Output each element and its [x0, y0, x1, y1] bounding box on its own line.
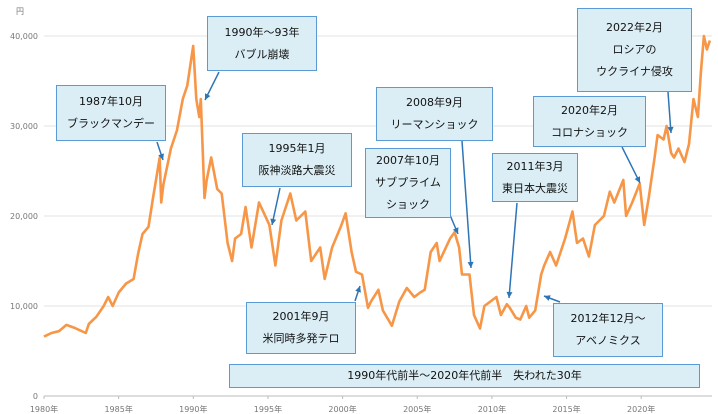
annotation-lehman: 2008年9月 リーマンショック	[376, 87, 493, 141]
annotation-bubble-collapse: 1990年～93年 バブル崩壊	[207, 16, 317, 71]
x-tick-label: 1980年	[30, 404, 58, 414]
annotation-line: 2022年2月	[606, 21, 663, 34]
annotation-line: アベノミクス	[575, 334, 641, 347]
annotation-line: 1990年～93年	[224, 25, 300, 39]
annotation-line: バブル崩壊	[234, 47, 290, 61]
annotation-line: 2020年2月	[561, 103, 618, 117]
x-tick-label: 2015年	[552, 404, 580, 414]
annotation-arrow	[621, 146, 641, 184]
arrowhead-icon	[544, 295, 551, 301]
annotation-ukraine: 2022年2月 ロシアの ウクライナ侵攻	[577, 8, 692, 92]
annotation-line: ショック	[386, 198, 430, 211]
arrowhead-icon	[634, 176, 640, 183]
annotation-black-monday: 1987年10月 ブラックマンデー	[56, 85, 166, 141]
x-tick-label: 1990年	[179, 404, 207, 414]
y-tick-label: 40,000	[10, 32, 38, 41]
annotation-line: 2012年12月～	[570, 312, 646, 325]
annotation-lost-30-years: 1990年代前半～2020年代前半 失われた30年	[229, 364, 700, 388]
y-tick-label: 20,000	[10, 212, 38, 221]
annotation-subprime: 2007年10月 サブプライム ショック	[365, 148, 451, 218]
arrowhead-icon	[355, 286, 361, 293]
annotation-line: 2007年10月	[376, 154, 440, 167]
x-tick-label: 2005年	[403, 404, 431, 414]
annotation-arrow	[461, 140, 472, 269]
annotation-line: 1990年代前半～2020年代前半 失われた30年	[347, 369, 582, 382]
annotation-arrow	[508, 202, 518, 299]
y-tick-label: 30,000	[10, 122, 38, 131]
arrowhead-icon	[506, 291, 513, 298]
arrowhead-icon	[158, 153, 164, 160]
annotation-line: ウクライナ侵攻	[596, 65, 673, 78]
annotation-line: 阪神淡路大震災	[258, 164, 336, 177]
x-tick-label: 2010年	[478, 404, 506, 414]
y-tick-label: 10,000	[10, 302, 38, 311]
y-tick-label: 0	[33, 392, 38, 401]
x-tick-label: 2020年	[627, 404, 655, 414]
annotation-line: 1987年10月	[79, 95, 143, 108]
annotation-line: 2011年3月	[506, 159, 564, 173]
arrowhead-icon	[452, 227, 459, 234]
annotation-line: ブラックマンデー	[67, 117, 155, 130]
annotation-line: サブプライム	[375, 176, 441, 189]
annotation-abenomics: 2012年12月～ アベノミクス	[553, 303, 663, 357]
annotation-line: ロシアの	[612, 43, 657, 56]
x-tick-label: 1985年	[104, 404, 132, 414]
arrowhead-icon	[467, 261, 474, 268]
price-line	[43, 34, 712, 338]
annotation-corona: 2020年2月 コロナショック	[533, 96, 646, 147]
annotation-line: コロナショック	[551, 125, 628, 139]
annotation-arrow	[271, 187, 281, 226]
annotation-9-11: 2001年9月 米同時多発テロ	[246, 302, 356, 354]
annotation-line: 米同時多発テロ	[262, 332, 340, 345]
x-tick-label: 1995年	[254, 404, 282, 414]
annotation-line: 2001年9月	[272, 310, 330, 323]
annotation-line: リーマンショック	[390, 118, 479, 131]
arrowhead-icon	[667, 126, 674, 133]
annotation-line: 1995年1月	[268, 142, 326, 155]
annotation-line: 2008年9月	[406, 96, 463, 109]
annotation-line: 東日本大震災	[502, 181, 568, 195]
annotation-tohoku-earthquake: 2011年3月 東日本大震災	[492, 153, 578, 202]
arrowhead-icon	[270, 218, 277, 225]
y-axis-unit-label: 円	[16, 7, 24, 16]
x-tick-label: 2000年	[328, 404, 356, 414]
arrowhead-icon	[205, 93, 211, 100]
annotation-arrow	[667, 91, 672, 134]
annotation-hanshin-earthquake: 1995年1月 阪神淡路大震災	[242, 133, 352, 187]
